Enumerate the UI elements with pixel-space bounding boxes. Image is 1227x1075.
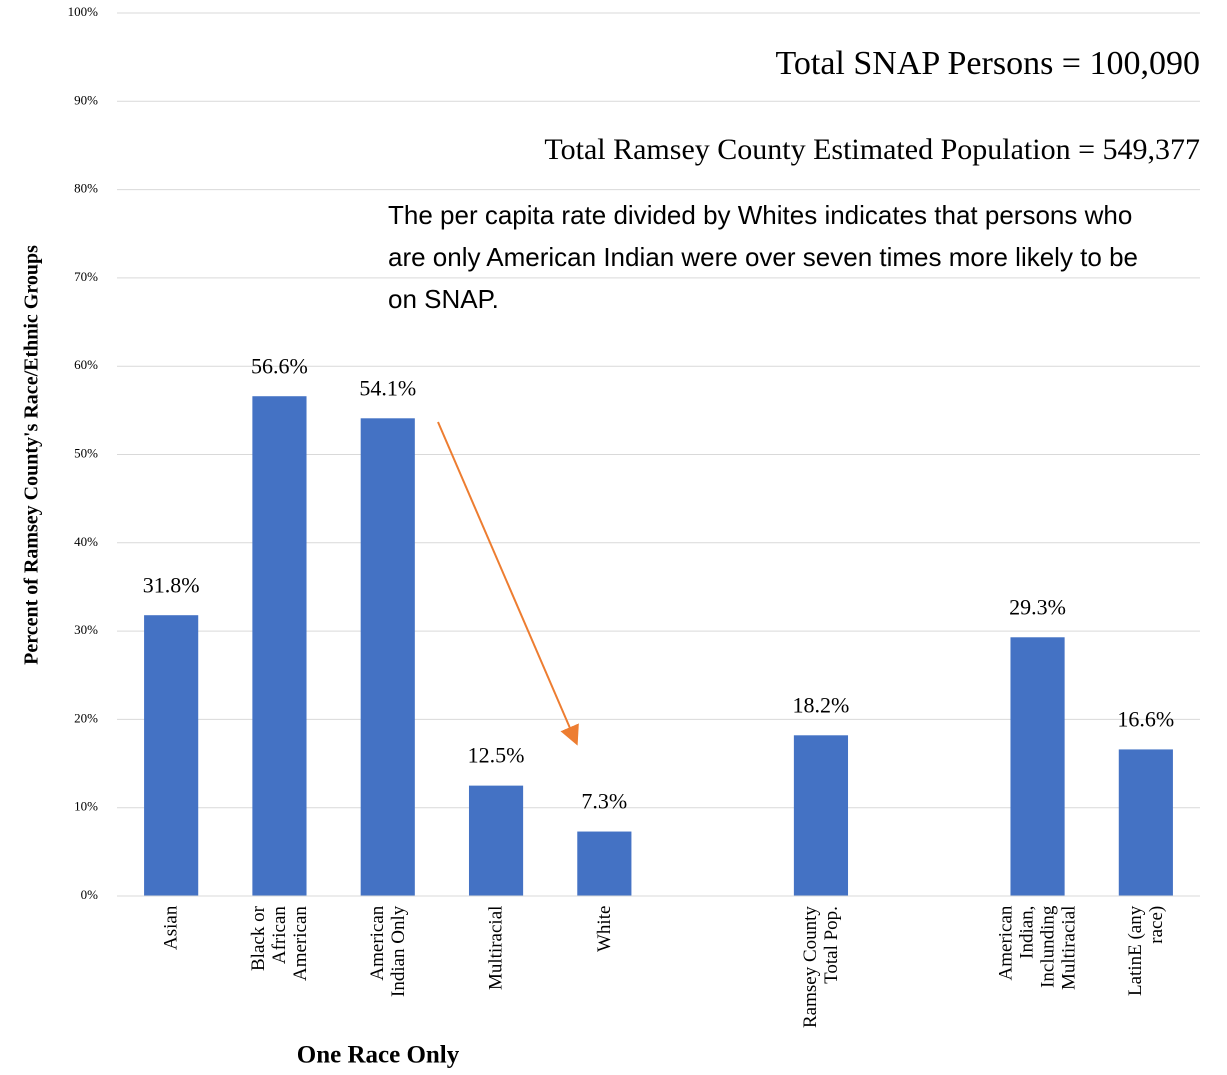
x-tick-label: White bbox=[593, 905, 615, 952]
data-label: 7.3% bbox=[581, 789, 627, 814]
x-tick-label: LatinE (any race) bbox=[1124, 905, 1167, 996]
data-label: 56.6% bbox=[251, 353, 308, 378]
y-tick-label: 70% bbox=[74, 269, 98, 284]
y-tick-label: 40% bbox=[74, 534, 98, 549]
annotation: Total SNAP Persons = 100,090 bbox=[775, 45, 1200, 82]
y-tick-label: 0% bbox=[81, 887, 99, 902]
y-tick-label: 100% bbox=[68, 4, 99, 19]
data-label: 12.5% bbox=[468, 743, 525, 768]
y-axis-label: Percent of Ramsey County's Race/Ethnic G… bbox=[21, 245, 43, 665]
x-tick-label: Multiracial bbox=[485, 905, 507, 990]
x-tick-label: Ramsey County Total Pop. bbox=[799, 906, 842, 1028]
bar bbox=[360, 418, 415, 896]
bar bbox=[793, 735, 849, 896]
data-label: 16.6% bbox=[1117, 706, 1174, 731]
data-label: 54.1% bbox=[359, 375, 416, 400]
x-axis-label: One Race Only bbox=[297, 1042, 460, 1069]
bar bbox=[144, 615, 199, 896]
data-label: 31.8% bbox=[143, 572, 200, 597]
arrow bbox=[437, 421, 579, 746]
annotation: Total Ramsey County Estimated Population… bbox=[544, 133, 1200, 166]
bar bbox=[1010, 637, 1065, 896]
data-label: 29.3% bbox=[1009, 594, 1066, 619]
y-tick-label: 50% bbox=[74, 445, 98, 460]
y-tick-label: 60% bbox=[74, 357, 98, 372]
bar bbox=[252, 396, 307, 896]
bar bbox=[468, 785, 524, 896]
x-tick-label: Asian bbox=[160, 905, 182, 950]
y-tick-label: 10% bbox=[74, 799, 98, 814]
y-tick-label: 20% bbox=[74, 710, 98, 725]
annotation: The per capita rate divided by Whites in… bbox=[388, 200, 1139, 314]
x-tick-label: American Indian Only bbox=[366, 905, 409, 997]
y-tick-label: 90% bbox=[74, 92, 98, 107]
y-tick-label: 30% bbox=[74, 622, 98, 637]
bar bbox=[1118, 749, 1173, 896]
data-label: 18.2% bbox=[793, 692, 850, 717]
x-tick-label: American Indian, Inclunding Multiracial bbox=[995, 905, 1080, 990]
bar bbox=[577, 831, 632, 896]
x-tick-label: Black or African American bbox=[247, 906, 311, 981]
y-tick-label: 80% bbox=[74, 181, 98, 196]
